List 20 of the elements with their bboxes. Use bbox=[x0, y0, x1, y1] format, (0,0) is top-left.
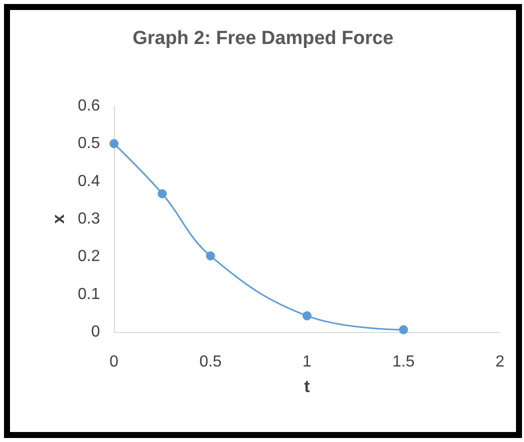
x-tick-label: 1.5 bbox=[392, 354, 415, 370]
x-tick-label: 0.5 bbox=[199, 354, 222, 370]
y-tick-label: 0.2 bbox=[78, 248, 100, 266]
y-tick-label: 0.5 bbox=[78, 135, 100, 152]
y-axis-title: x bbox=[48, 214, 68, 224]
x-tick-label: 1 bbox=[302, 354, 312, 370]
y-tick-label: 0 bbox=[91, 324, 100, 340]
point bbox=[302, 311, 312, 320]
x-tick-label: 2 bbox=[496, 354, 505, 370]
x-axis-title: t bbox=[304, 377, 310, 396]
point bbox=[110, 139, 118, 148]
y-tick-label: 0.1 bbox=[78, 286, 100, 303]
x-tick-label: 0 bbox=[110, 354, 119, 370]
y-tick-label: 0.3 bbox=[78, 210, 100, 228]
y-tick-label: 0.6 bbox=[78, 98, 100, 114]
point bbox=[158, 189, 167, 198]
point bbox=[399, 325, 408, 334]
chart-title: Graph 2: Free Damped Force bbox=[132, 28, 394, 49]
point bbox=[206, 251, 215, 260]
y-tick-label: 0.4 bbox=[78, 172, 100, 190]
